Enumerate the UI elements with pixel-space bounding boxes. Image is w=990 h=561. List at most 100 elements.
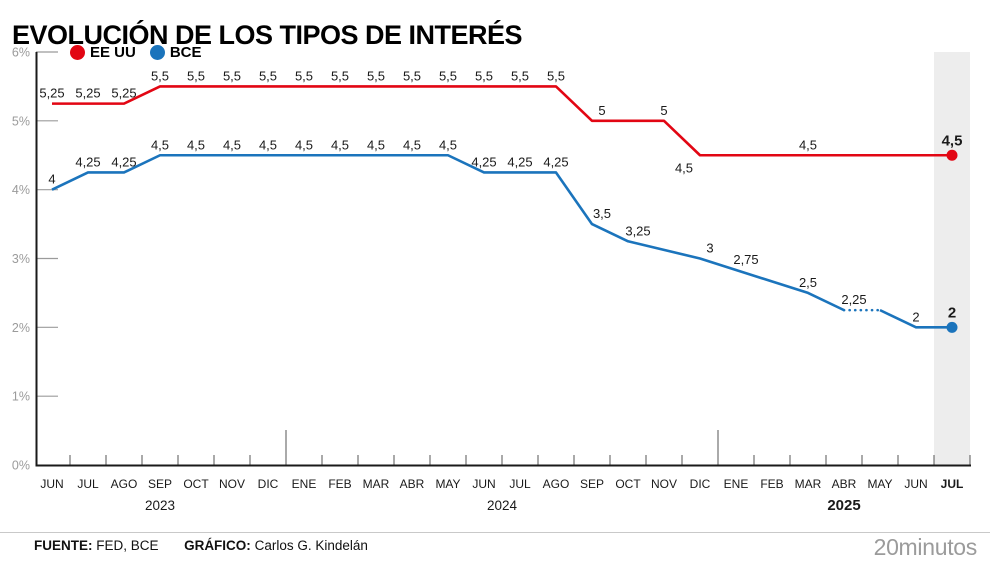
value-label-eeuu: 4,5 [799,137,817,152]
value-label-bce: 4,25 [111,154,136,169]
y-tick-label: 0% [12,459,30,473]
series-line-bce [879,308,952,329]
legend-label-bce: BCE [169,44,202,61]
legend-item-bce: BCE [149,44,202,61]
month-label: JUN [472,477,495,491]
month-label: DIC [690,477,711,491]
month-label: ABR [400,477,425,491]
y-tick-label: 3% [12,252,30,266]
y-axis: 6% 5% 4% 3% 2% 1% 0% [12,46,58,473]
value-label-eeuu: 5,5 [403,68,421,83]
month-label: ENE [724,477,749,491]
month-label: OCT [183,477,209,491]
value-label-bce: 4,25 [471,154,496,169]
value-label-eeuu: 5,5 [295,68,313,83]
series-line-eeuu [52,85,952,157]
value-label-bce: 4,5 [223,137,241,152]
year-label: 2024 [487,498,518,513]
eeuu-series-dot-icon [70,45,85,60]
value-label-eeuu: 5,5 [367,68,385,83]
month-label: SEP [148,477,172,491]
month-label: MAR [363,477,390,491]
brand-logo: 20minutos [873,534,978,560]
end-dot-eeuu [946,149,958,161]
series-bce: 4 4,25 4,25 4,5 4,5 4,5 4,5 4,5 4,5 4,5 4,5 4,5 4,25… [48,137,958,333]
value-label-bce: 2,75 [733,252,758,267]
year-label: 2025 [827,497,860,514]
month-label: JUL [941,477,964,491]
y-tick-label: 1% [12,390,30,404]
value-label-bce: 2 [948,304,956,321]
value-label-eeuu: 5,5 [475,68,493,83]
value-label-bce: 4,5 [259,137,277,152]
value-label-eeuu: 5,25 [39,86,64,101]
month-label: ABR [832,477,857,491]
y-tick-label: 2% [12,321,30,335]
value-label-bce: 4,5 [403,137,421,152]
series-eeuu: 5,25 5,25 5,25 5,5 5,5 5,5 5,5 5,5 5,5 5,5 5,5 5,5 5… [39,68,962,175]
value-label-eeuu: 5,5 [547,68,565,83]
credit-label: GRÁFICO: [184,538,251,553]
value-label-bce: 4,5 [295,137,313,152]
value-label-bce: 2 [912,309,919,324]
value-label-bce: 4,5 [439,137,457,152]
month-label: FEB [760,477,783,491]
month-label: FEB [328,477,351,491]
footer-bar: FUENTE: FED, BCE GRÁFICO: Carlos G. Kind… [0,532,990,560]
end-dot-bce [946,321,958,333]
value-label-eeuu: 5,5 [187,68,205,83]
footer-credits: FUENTE: FED, BCE GRÁFICO: Carlos G. Kind… [34,538,368,553]
source-label: FUENTE: [34,538,93,553]
value-label-bce: 4,25 [75,154,100,169]
month-label: MAY [435,477,460,491]
bce-series-dot-icon [149,45,165,60]
month-label: MAR [795,477,822,491]
month-label: AGO [111,477,138,491]
value-label-eeuu: 5 [598,103,605,118]
value-label-bce: 3,25 [625,223,650,238]
value-label-eeuu: 5,5 [511,68,529,83]
month-label: OCT [615,477,641,491]
value-label-bce: 3,5 [593,206,611,221]
page-title: EVOLUCIÓN DE LOS TIPOS DE INTERÉS [12,20,523,51]
value-label-eeuu: 5,5 [331,68,349,83]
value-label-bce: 4,5 [367,137,385,152]
month-label: JUL [77,477,99,491]
month-label: AGO [543,477,570,491]
x-axis: JUN JUL AGO SEP OCT NOV DIC ENE FEB MAR ABR MAY JUN J… [35,430,971,514]
chart-legend: EE UU BCE [70,44,202,61]
value-label-bce: 4,5 [187,137,205,152]
series-line-bce [51,153,845,312]
value-label-bce: 4 [48,172,55,187]
legend-label-eeuu: EE UU [90,44,136,61]
value-label-bce: 2,5 [799,275,817,290]
year-label: 2023 [145,498,175,513]
source-value: FED, BCE [96,538,159,553]
value-label-eeuu: 4,5 [942,132,963,149]
legend-item-eeuu: EE UU [70,44,136,61]
y-tick-label: 4% [12,183,30,197]
value-label-bce: 4,5 [331,137,349,152]
credit-value: Carlos G. Kindelán [254,538,368,553]
value-label-eeuu: 5,25 [111,86,136,101]
value-label-bce: 2,25 [841,292,866,307]
value-label-bce: 4,5 [151,137,169,152]
month-label: DIC [258,477,279,491]
y-tick-label: 6% [12,46,30,60]
month-label: JUN [904,477,927,491]
value-label-eeuu: 4,5 [675,160,693,175]
value-label-eeuu: 5,5 [223,68,241,83]
value-label-eeuu: 5,5 [259,68,277,83]
value-label-bce: 3 [706,241,713,256]
month-label: SEP [580,477,604,491]
value-label-bce: 4,25 [507,154,532,169]
value-label-bce: 4,25 [543,154,568,169]
highlight-band-current-month [934,52,970,465]
y-tick-label: 5% [12,114,30,128]
month-label: NOV [219,477,245,491]
value-label-eeuu: 5,5 [151,68,169,83]
month-label: JUN [40,477,63,491]
value-label-eeuu: 5,25 [75,86,100,101]
value-label-eeuu: 5 [660,103,667,118]
